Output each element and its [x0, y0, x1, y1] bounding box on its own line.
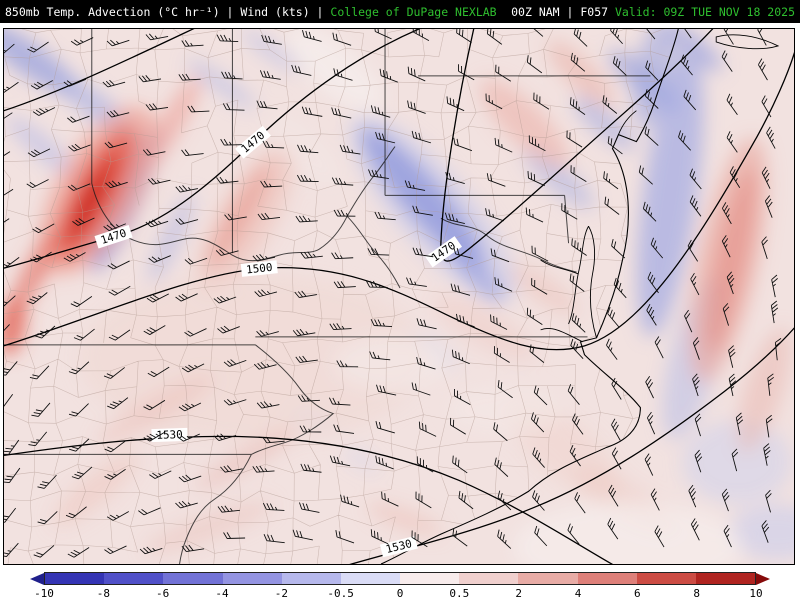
colorbar-segment	[45, 573, 105, 584]
colorbar-segment	[695, 573, 756, 584]
colorbar-tick-label: -2	[274, 587, 288, 600]
colorbar-tick-label: 8	[693, 587, 700, 600]
colorbar-tick-label: -8	[96, 587, 110, 600]
map-area: 1470 1470 1470 1500 1530 1530	[3, 28, 795, 565]
colorbar-labels: -10 -8 -6 -4 -2 -0.5 0 0.5 2 4 6 8 10	[34, 587, 763, 600]
height-contours	[4, 29, 794, 564]
valid-time-label: Valid: 09Z TUE NOV 18 2025	[614, 4, 795, 19]
colorbar-right-arrow	[756, 572, 770, 585]
coastline	[380, 29, 679, 564]
colorbar-tick-label: 0	[396, 587, 404, 600]
colorbar-tick-label: 2	[515, 587, 522, 600]
colorbar-segment	[577, 573, 637, 584]
colorbar-tick-label: -0.5	[327, 587, 354, 600]
colorbar-segment	[104, 573, 164, 584]
source-credit: College of DuPage NEXLAB	[330, 4, 497, 19]
colorbar-segment	[636, 573, 696, 584]
colorbar-segments	[44, 572, 756, 585]
colorbar-tick-label: 6	[634, 587, 641, 600]
colorbar-segment	[400, 573, 460, 584]
colorbar	[30, 572, 770, 585]
colorbar-tick-label: -6	[156, 587, 170, 600]
weather-map-svg: 1470 1470 1470 1500 1530 1530	[4, 29, 794, 564]
contour-label: 1530	[384, 537, 413, 556]
contour-label: 1530	[156, 428, 183, 442]
product-title: 850mb Temp. Advection (°C hr⁻¹) | Wind (…	[5, 4, 331, 19]
colorbar-tick-label: 10	[749, 587, 763, 600]
model-run-label: 00Z NAM | F057	[511, 4, 615, 19]
colorbar-segment	[459, 573, 519, 584]
colorbar-segment	[163, 573, 223, 584]
colorbar-segment	[518, 573, 578, 584]
wind-barbs	[4, 29, 782, 558]
colorbar-segment	[281, 573, 341, 584]
chesapeake-bay-outline	[540, 110, 637, 343]
colorbar-segment	[340, 573, 401, 584]
state-borders	[4, 29, 651, 564]
title-left: 850mb Temp. Advection (°C hr⁻¹) | Wind (…	[5, 5, 497, 19]
title-bar: 850mb Temp. Advection (°C hr⁻¹) | Wind (…	[0, 0, 800, 23]
title-right: 00Z NAM | F057 Valid: 09Z TUE NOV 18 202…	[511, 5, 795, 19]
long-island-outline	[715, 34, 780, 50]
colorbar-tick-label: 0.5	[449, 587, 470, 600]
colorbar-tick-label: -10	[34, 587, 54, 600]
contour-label: 1500	[245, 261, 273, 277]
colorbar-segment	[222, 573, 282, 584]
colorbar-tick-label: -4	[215, 587, 229, 600]
colorbar-tick-label: 4	[574, 587, 582, 600]
county-borders	[4, 29, 679, 564]
colorbar-left-arrow	[30, 572, 44, 585]
